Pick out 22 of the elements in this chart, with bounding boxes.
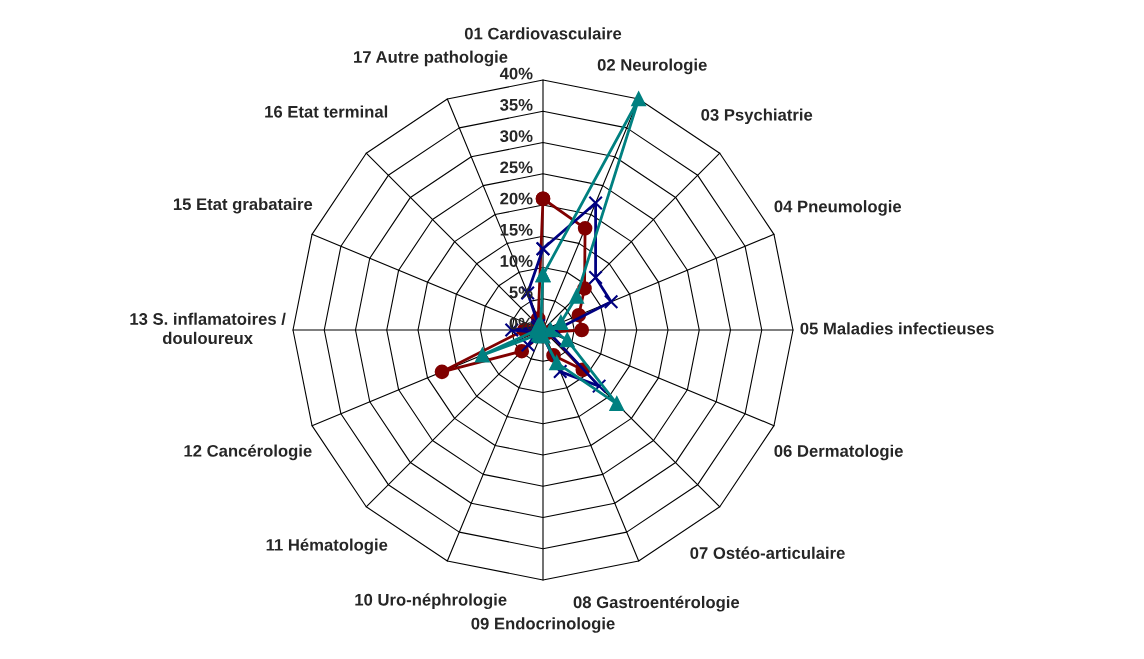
spoke-label: 11 Hématologie <box>266 538 388 555</box>
spoke-label: 15 Etat grabataire <box>173 197 313 214</box>
spoke-label: 12 Cancérologie <box>184 444 312 461</box>
spoke-label: 10 Uro-néphrologie <box>355 593 507 610</box>
spoke-label: 17 Autre pathologie <box>354 50 508 67</box>
y-tick-label: 0% <box>509 317 533 330</box>
spoke-label: 01 Cardiovasculaire <box>464 27 622 40</box>
y-tick-label: 25% <box>500 161 533 174</box>
spoke-label: 04 Pneumologie <box>774 200 902 216</box>
y-tick-label: 35% <box>500 98 533 111</box>
spoke-label: 07 Ostéo-articulaire <box>690 546 845 559</box>
y-tick-label: 20% <box>500 192 533 205</box>
spoke-label: 16 Etat terminal <box>265 105 388 118</box>
y-tick-label: 30% <box>500 130 533 142</box>
spoke-label: 02 Neurologie <box>597 58 707 75</box>
spoke-label: 13 S. inflamatoires / douloureux <box>130 312 286 345</box>
spoke-label: 05 Maladies infectieuses <box>800 322 994 335</box>
spoke-label: 08 Gastroentérologie <box>573 595 740 612</box>
y-tick-label: 40% <box>499 67 533 80</box>
spoke-label: 03 Psychiatrie <box>701 108 813 125</box>
spoke-label: 06 Dermatologie <box>774 444 903 461</box>
spoke-label: 09 Endocrinologie <box>471 617 615 633</box>
